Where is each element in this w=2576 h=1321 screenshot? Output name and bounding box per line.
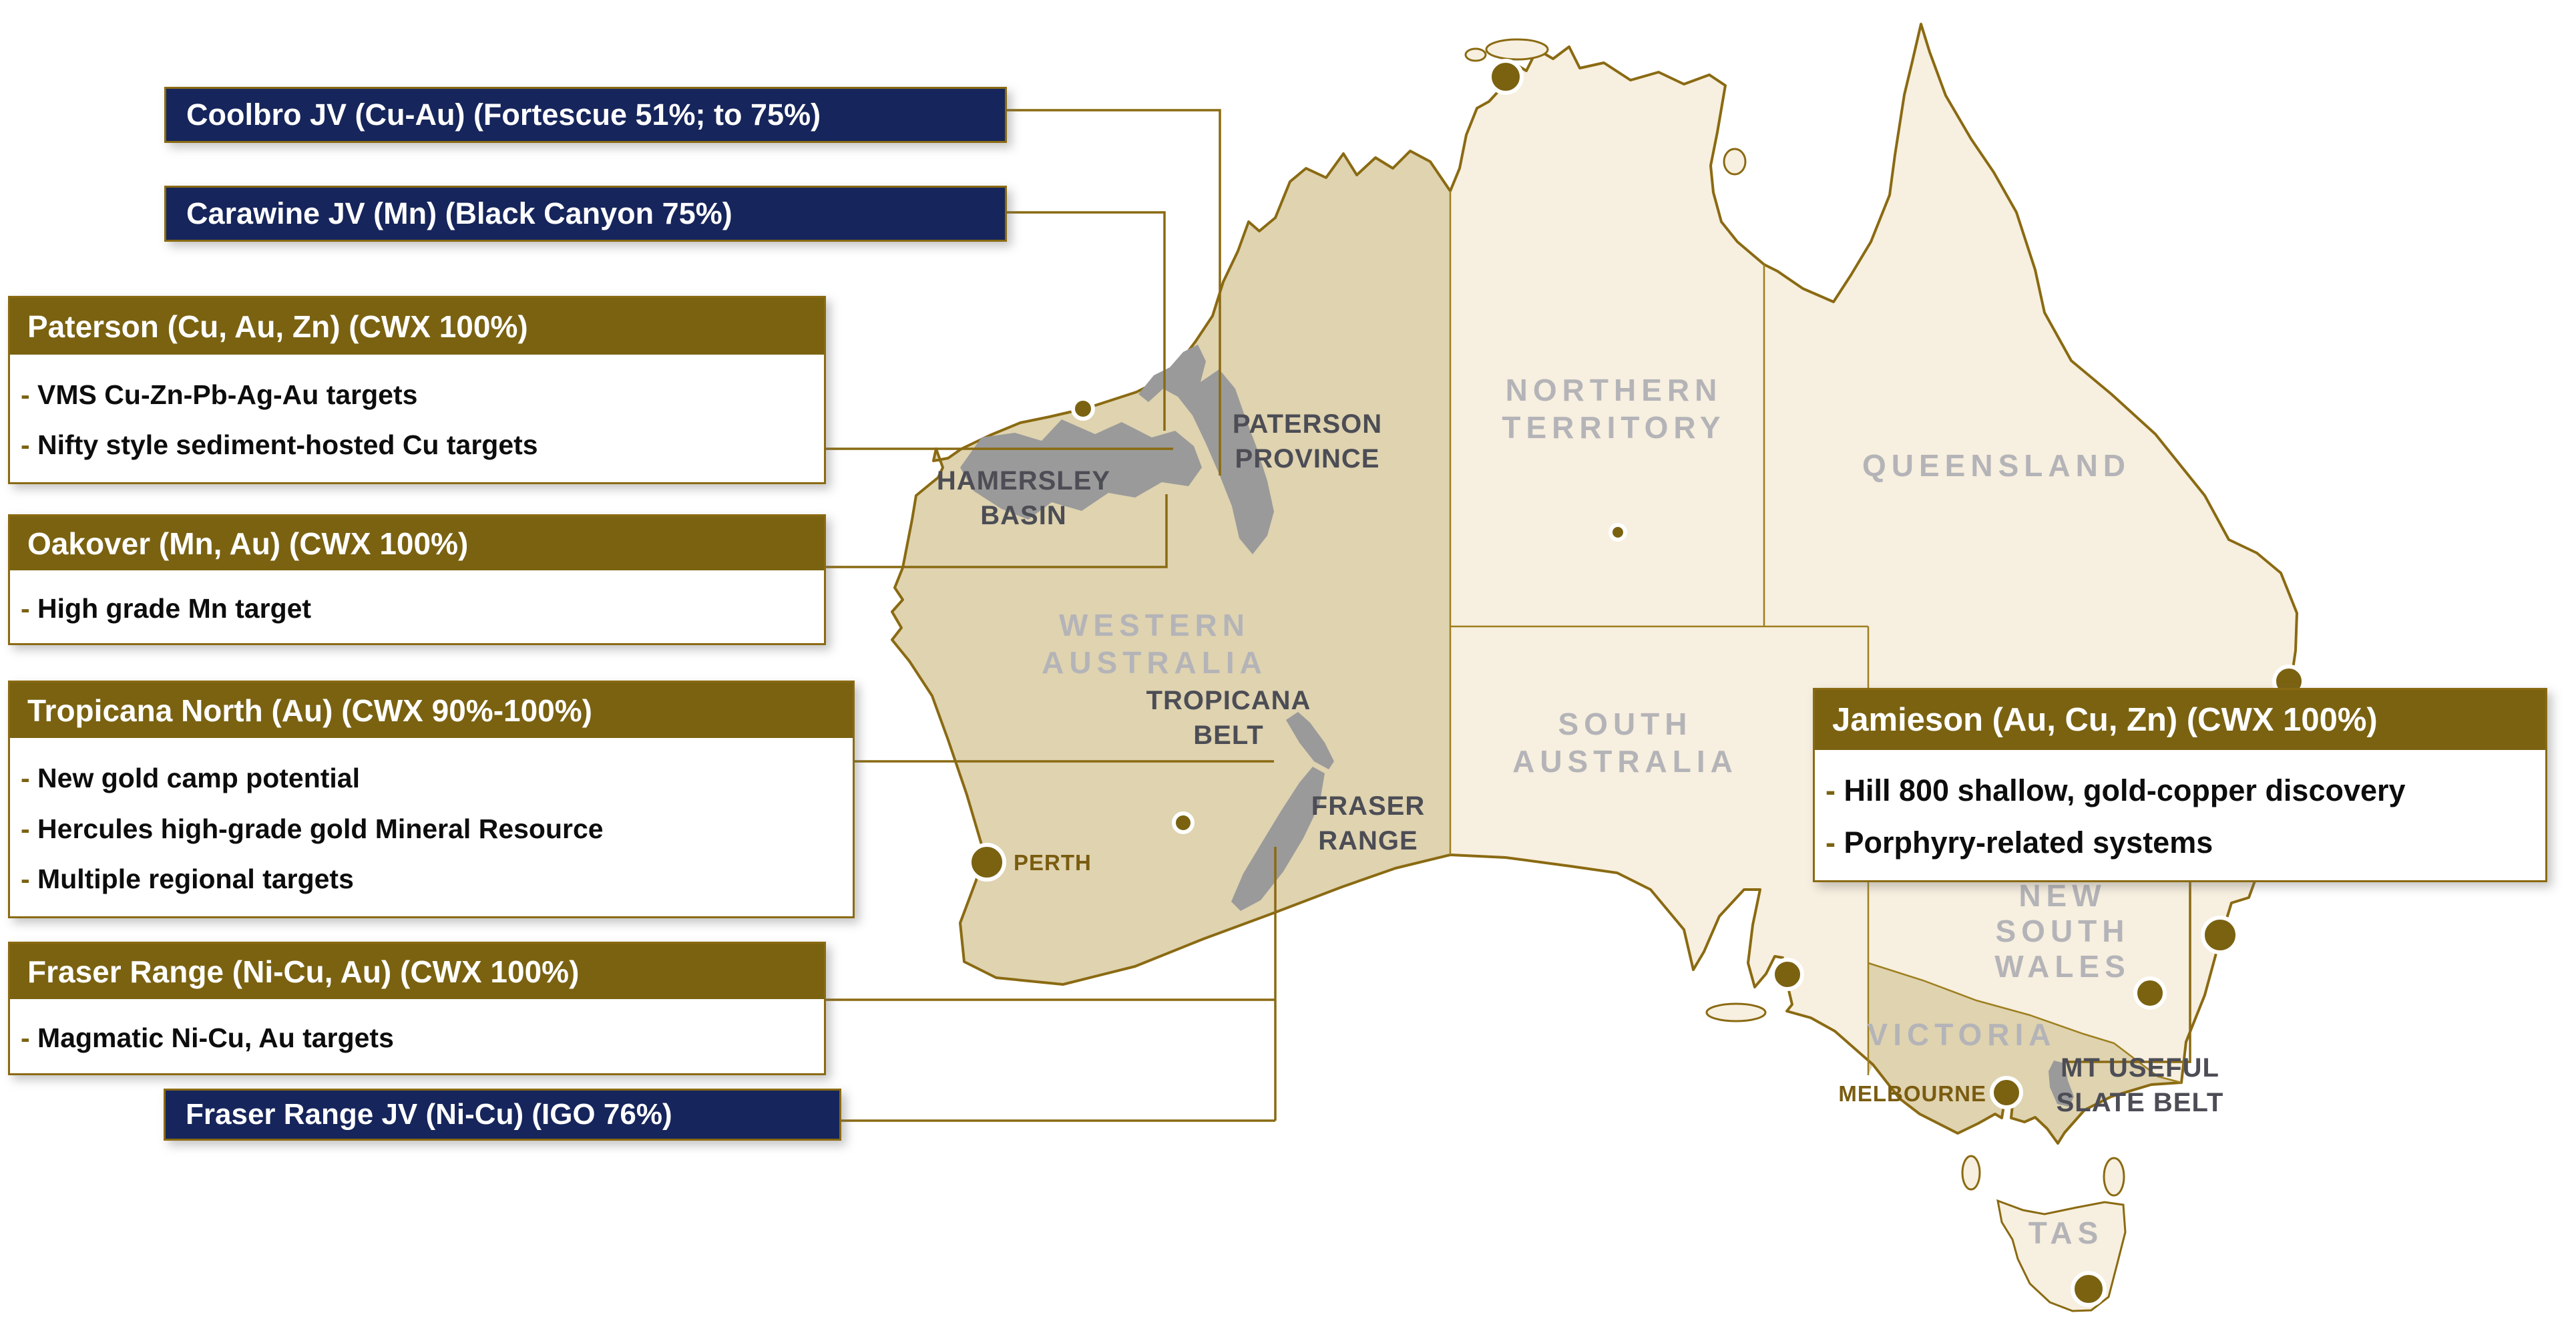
bullet-item: Nifty style sediment-hosted Cu targets [21,429,817,461]
label-mt-useful-slate-belt: MT USEFUL [2061,1053,2219,1083]
kangaroo-island [1705,1002,1767,1022]
marker-hobart [2071,1271,2107,1307]
connector-coolbro [1007,109,1221,476]
bathurst-island [1464,47,1487,62]
callout-title: Fraser Range JV (Ni-Cu) (IGO 76%) [186,1098,672,1131]
label-new-south-wales: SOUTH [1996,914,2130,948]
tropicana-belt-blob [1286,712,1334,769]
label-fraser-range: FRASER [1311,791,1425,821]
label-fraser-range: RANGE [1318,826,1418,856]
callout-body: Hill 800 shallow, gold-copper discovery … [1815,753,2545,880]
hamersley-basin-blob [960,419,1202,520]
label-hamersley-basin: BASIN [980,501,1066,530]
paterson-province-blob [1138,345,1274,554]
callout-fraser-range: Fraser Range (Ni-Cu, Au) (CWX 100%) Magm… [8,942,826,1075]
label-perth: PERTH [1014,850,1092,875]
bullet-item: Multiple regional targets [21,864,846,895]
bullet-item: VMS Cu-Zn-Pb-Ag-Au targets [21,379,817,411]
callout-header: Paterson (Cu, Au, Zn) (CWX 100%) [10,298,824,358]
callout-body: New gold camp potential Hercules high-gr… [10,741,853,916]
callout-oakover: Oakover (Mn, Au) (CWX 100%) High grade M… [8,514,826,645]
callout-header: Fraser Range (Ni-Cu, Au) (CWX 100%) [10,944,824,1002]
callout-body: High grade Mn target [10,574,824,643]
label-melbourne: MELBOURNE [1838,1081,1986,1106]
bullet-item: New gold camp potential [21,763,846,794]
marker-port-hedland [1071,397,1095,421]
label-mt-useful-slate-belt: SLATE BELT [2057,1088,2224,1117]
callout-header: Oakover (Mn, Au) (CWX 100%) [10,516,824,574]
victoria-region [1868,963,2181,1143]
marker-perth [968,843,1006,882]
callout-header: Jamieson (Au, Cu, Zn) (CWX 100%) [1815,690,2545,753]
marker-melbourne [1990,1076,2023,1109]
label-tropicana-belt: TROPICANA [1146,686,1311,715]
bullet-item: High grade Mn target [21,593,817,624]
marker-canberra [2133,976,2167,1010]
bullet-item: Magmatic Ni-Cu, Au targets [21,1022,817,1054]
marker-tropicana [1172,811,1195,834]
label-northern-territory: NORTHERN [1506,373,1723,407]
callout-fraser-range-jv: Fraser Range JV (Ni-Cu) (IGO 76%) [164,1089,841,1141]
marker-darwin [1488,59,1524,95]
callout-title: Carawine JV (Mn) (Black Canyon 75%) [186,196,732,230]
label-tropicana-belt: BELT [1193,721,1263,750]
mt-useful-slate-belt-blob [2049,1061,2074,1107]
callout-body: Magmatic Ni-Cu, Au targets [10,1002,824,1073]
label-western-australia: AUSTRALIA [1042,645,1267,680]
connector-fraser-range [826,847,1277,1121]
callout-coolbro-jv: Coolbro JV (Cu-Au) (Fortescue 51%; to 75… [164,87,1007,143]
marker-adelaide [1771,958,1804,991]
label-victoria: VICTORIA [1868,1017,2057,1052]
king-island [1961,1155,1981,1191]
label-queensland: QUEENSLAND [1862,448,2131,483]
bullet-item: Hill 800 shallow, gold-copper discovery [1826,773,2539,808]
label-south-australia: AUSTRALIA [1512,744,1738,779]
connector-jamieson [2063,878,2191,1063]
label-new-south-wales: WALES [1994,949,2131,984]
callout-title: Coolbro JV (Cu-Au) (Fortescue 51%; to 75… [186,98,821,132]
connector-carawine [1007,211,1166,431]
bullet-item: Hercules high-grade gold Mineral Resourc… [21,813,846,845]
callout-jamieson: Jamieson (Au, Cu, Zn) (CWX 100%) Hill 80… [1813,688,2547,882]
connector-oakover [826,494,1168,568]
melville-island [1485,38,1549,61]
groote-eylandt [1723,148,1747,176]
border-nsw-vic [1868,962,2182,1084]
label-western-australia: WESTERN [1059,608,1250,642]
marker-alice-springs [1608,523,1627,542]
label-new-south-wales: NEW [2018,878,2106,913]
callout-carawine-jv: Carawine JV (Mn) (Black Canyon 75%) [164,186,1007,242]
callout-header: Tropicana North (Au) (CWX 90%-100%) [10,683,853,741]
label-tasmania: TAS [2028,1215,2104,1250]
callout-tropicana-north: Tropicana North (Au) (CWX 90%-100%) New … [8,681,855,918]
label-south-australia: SOUTH [1558,707,1693,741]
marker-sydney [2201,916,2239,954]
callout-paterson: Paterson (Cu, Au, Zn) (CWX 100%) VMS Cu-… [8,296,826,484]
flinders-island [2103,1157,2125,1197]
label-paterson-province: PATERSON [1233,409,1382,439]
fraser-range-blob [1231,767,1325,911]
label-northern-territory: TERRITORY [1502,410,1725,445]
label-paterson-province: PROVINCE [1235,444,1380,474]
bullet-item: Porphyry-related systems [1826,825,2539,860]
callout-body: VMS Cu-Zn-Pb-Ag-Au targets Nifty style s… [10,358,824,482]
label-hamersley-basin: HAMERSLEY [937,466,1110,496]
